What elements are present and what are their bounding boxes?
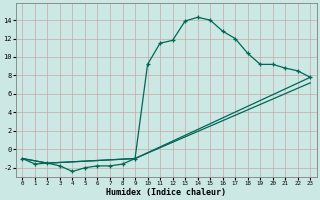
X-axis label: Humidex (Indice chaleur): Humidex (Indice chaleur) — [106, 188, 226, 197]
